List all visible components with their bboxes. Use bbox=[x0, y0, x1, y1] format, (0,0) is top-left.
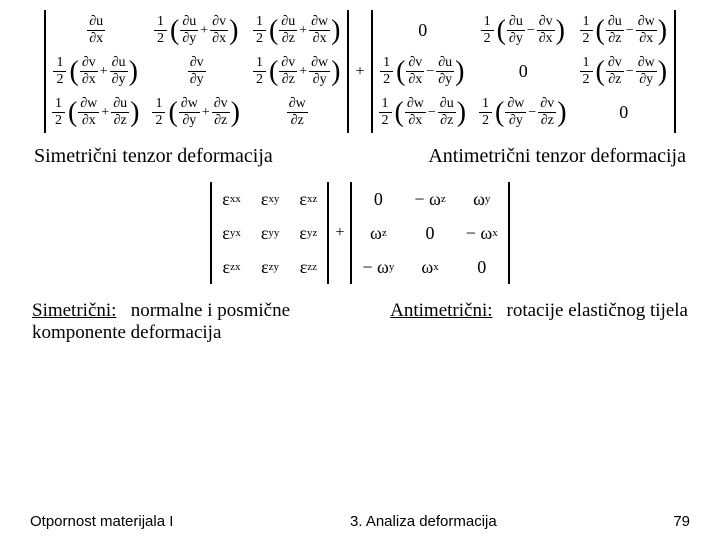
matrix-cell: 0 bbox=[574, 94, 675, 132]
symmetric-tensor-matrix: ∂u∂x12(∂u∂y + ∂v∂x)12(∂u∂z + ∂w∂x)12(∂v∂… bbox=[44, 10, 350, 133]
symmetric-desc-label: Simetrični: bbox=[32, 300, 116, 321]
plus-operator-2: + bbox=[335, 224, 344, 242]
antisymmetric-desc-label: Antimetrični: bbox=[390, 300, 492, 344]
symmetric-label: Simetrični tenzor deformacija bbox=[34, 145, 273, 168]
omega-cell: ωz bbox=[352, 216, 404, 250]
matrix-cell: 12(∂w∂x + ∂u∂z) bbox=[46, 92, 147, 133]
top-tensor-equation: ∂u∂x12(∂u∂y + ∂v∂x)12(∂u∂z + ∂w∂x)12(∂v∂… bbox=[30, 10, 690, 133]
omega-matrix: 0− ωzωyωz0− ωx− ωyωx0 bbox=[350, 182, 509, 284]
epsilon-cell: εzy bbox=[251, 250, 290, 284]
symmetric-description: Simetrični: normalne i posmične komponen… bbox=[32, 300, 362, 344]
plus-operator: + bbox=[355, 63, 364, 81]
matrix-cell: ∂u∂x bbox=[46, 11, 147, 50]
omega-cell: ωy bbox=[456, 182, 508, 216]
epsilon-cell: εzz bbox=[289, 250, 327, 284]
omega-cell: − ωz bbox=[404, 182, 455, 216]
omega-cell: 0 bbox=[404, 216, 455, 250]
omega-cell: 0 bbox=[352, 182, 404, 216]
matrix-cell: 12(∂u∂y + ∂v∂x) bbox=[146, 10, 247, 51]
matrix-cell: 0 bbox=[473, 53, 574, 91]
epsilon-cell: εxy bbox=[251, 182, 290, 216]
footer-center: 3. Analiza deformacija bbox=[350, 513, 497, 530]
epsilon-cell: εzx bbox=[212, 250, 251, 284]
matrix-cell: 12(∂v∂z + ∂w∂y) bbox=[247, 51, 348, 92]
matrix-cell: 12(∂w∂y − ∂v∂z) bbox=[473, 92, 574, 133]
slide-footer: Otpornost materijala I 3. Analiza deform… bbox=[30, 513, 690, 530]
antisymmetric-tensor-matrix: 012(∂u∂y − ∂v∂x)12(∂u∂z − ∂w∂x)12(∂v∂x −… bbox=[371, 10, 677, 133]
matrix-cell: 0 bbox=[373, 12, 474, 50]
matrix-cell: 12(∂v∂x + ∂u∂y) bbox=[46, 51, 147, 92]
tensor-labels: Simetrični tenzor deformacija Antimetrič… bbox=[30, 145, 690, 168]
epsilon-cell: εyx bbox=[212, 216, 251, 250]
matrix-cell: 12(∂u∂y − ∂v∂x) bbox=[473, 10, 574, 51]
matrix-cell: 12(∂v∂x − ∂u∂y) bbox=[373, 51, 474, 92]
matrix-cell: ∂w∂z bbox=[247, 93, 348, 132]
epsilon-cell: εxz bbox=[289, 182, 327, 216]
antisymmetric-desc-text: rotacije elastičnog tijela bbox=[507, 300, 688, 344]
omega-cell: 0 bbox=[456, 250, 508, 284]
descriptions: Simetrični: normalne i posmične komponen… bbox=[30, 300, 690, 344]
antisymmetric-description: Antimetrični: rotacije elastičnog tijela bbox=[390, 300, 688, 344]
matrix-cell: 12(∂u∂z + ∂w∂x) bbox=[247, 10, 348, 51]
footer-page: 79 bbox=[673, 513, 690, 530]
epsilon-cell: εyz bbox=[289, 216, 327, 250]
matrix-cell: 12(∂u∂z − ∂w∂x) bbox=[574, 10, 675, 51]
matrix-cell: 12(∂w∂x − ∂u∂z) bbox=[373, 92, 474, 133]
epsilon-cell: εyy bbox=[251, 216, 290, 250]
epsilon-cell: εxx bbox=[212, 182, 251, 216]
epsilon-matrix: εxxεxyεxz εyxεyyεyz εzxεzyεzz bbox=[210, 182, 329, 284]
omega-cell: − ωy bbox=[352, 250, 404, 284]
omega-cell: − ωx bbox=[456, 216, 508, 250]
footer-left: Otpornost materijala I bbox=[30, 513, 173, 530]
symbol-tensor-equation: εxxεxyεxzεyxεyyεyzεzxεzyεzz + 0− ωzωyωz0… bbox=[30, 182, 690, 284]
matrix-cell: 12(∂v∂z − ∂w∂y) bbox=[574, 51, 675, 92]
antisymmetric-label: Antimetrični tenzor deformacija bbox=[428, 145, 686, 168]
omega-cell: ωx bbox=[404, 250, 455, 284]
matrix-cell: 12(∂w∂y + ∂v∂z) bbox=[146, 92, 247, 133]
matrix-cell: ∂v∂y bbox=[146, 52, 247, 91]
